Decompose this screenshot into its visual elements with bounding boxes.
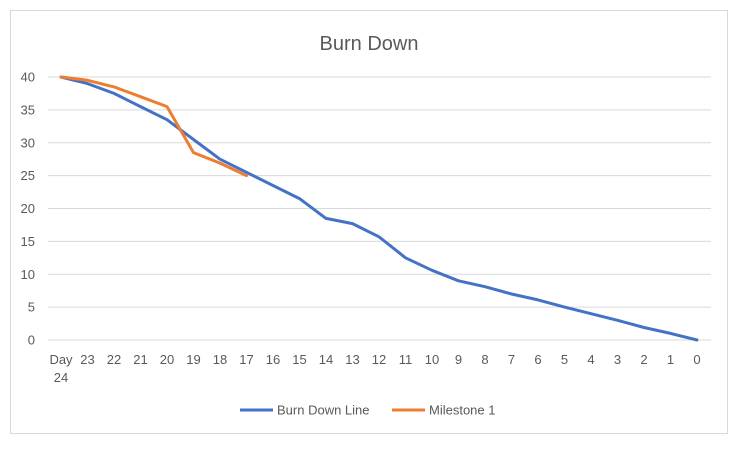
x-tick-label: 20 xyxy=(160,352,174,367)
x-tick-label: 22 xyxy=(107,352,121,367)
x-tick-label: 1 xyxy=(667,352,674,367)
x-tick-label: 12 xyxy=(372,352,386,367)
x-tick-label: 21 xyxy=(133,352,147,367)
x-tick-label: Day 24 xyxy=(49,352,73,385)
x-tick-label: 6 xyxy=(534,352,541,367)
y-tick-label: 25 xyxy=(21,168,35,183)
x-tick-label: 0 xyxy=(693,352,700,367)
series-line-1 xyxy=(59,75,699,342)
x-tick-label: 15 xyxy=(292,352,306,367)
y-tick-label: 40 xyxy=(21,70,35,85)
x-tick-label: 11 xyxy=(399,352,413,367)
y-tick-label: 20 xyxy=(21,201,35,216)
y-axis-ticks: 0 5 10 15 20 25 30 35 40 xyxy=(21,70,35,348)
x-tick-label: 7 xyxy=(508,352,515,367)
y-tick-label: 5 xyxy=(28,300,35,315)
x-tick-label: 19 xyxy=(186,352,200,367)
y-tick-label: 15 xyxy=(21,234,35,249)
x-tick-label: 16 xyxy=(266,352,280,367)
legend-label: Burn Down Line xyxy=(277,403,370,418)
x-tick-label: 14 xyxy=(319,352,333,367)
x-tick-label: 17 xyxy=(239,352,253,367)
x-tick-label: 5 xyxy=(561,352,568,367)
gridlines xyxy=(48,76,711,341)
series-lines xyxy=(59,75,699,342)
x-tick-label: 4 xyxy=(587,352,594,367)
legend-label: Milestone 1 xyxy=(429,403,495,418)
x-tick-label: 9 xyxy=(455,352,462,367)
y-tick-label: 10 xyxy=(21,267,35,282)
x-tick-label: 8 xyxy=(481,352,488,367)
y-tick-label: 30 xyxy=(21,135,35,150)
x-tick-label: 10 xyxy=(425,352,439,367)
chart-frame xyxy=(10,10,728,434)
legend: Burn Down Line Milestone 1 xyxy=(240,403,495,418)
chart-title: Burn Down xyxy=(320,33,419,55)
series-line-2 xyxy=(59,75,248,178)
x-tick-label: 13 xyxy=(345,352,359,367)
x-tick-label: 2 xyxy=(640,352,647,367)
y-tick-label: 0 xyxy=(28,333,35,348)
x-tick-label: 18 xyxy=(213,352,227,367)
x-tick-label: 3 xyxy=(614,352,621,367)
y-tick-label: 35 xyxy=(21,102,35,117)
x-tick-label: 23 xyxy=(80,352,94,367)
